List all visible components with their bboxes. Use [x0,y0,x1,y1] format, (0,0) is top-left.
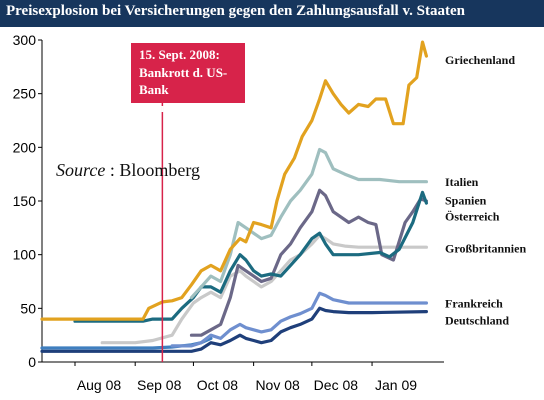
series-line [170,291,428,348]
lehman-annotation-box: 15. Sept. 2008: Bankrott d. US-Bank Lehm… [131,43,245,115]
x-tick-label: Dec 08 [314,377,359,393]
y-tick-label: 250 [13,86,37,102]
x-tick-label: Aug 08 [77,377,122,393]
series-end-label: Griechenland [445,53,515,67]
source-label: Source [56,160,106,180]
series-end-label: Spanien [445,193,487,207]
annotation-line-1: 15. Sept. 2008: [139,47,220,62]
series-end-label: Österreich [445,210,500,224]
series-end-label: Großbritannien [445,242,526,256]
x-tick-label: Nov 08 [255,377,300,393]
x-tick-label: Sep 08 [137,377,182,393]
y-tick-label: 300 [13,32,37,48]
series-line [189,147,428,300]
source-text: : Bloomberg [109,160,200,180]
series-line [40,306,428,353]
series-line [73,190,428,323]
chart-title: Preisexplosion bei Versicherungen gegen … [6,3,465,19]
source-note: Source : Bloomberg [56,160,200,181]
series-line [100,233,428,345]
annotation-line-3: Lehman Brothers [139,99,238,115]
x-tick-label: Oct 08 [197,377,238,393]
series-line [40,40,428,321]
title-bar: Preisexplosion bei Versicherungen gegen … [0,0,544,27]
series-end-label: Deutschland [445,314,509,328]
y-tick-label: 200 [13,139,37,155]
y-tick-label: 100 [13,247,37,263]
y-tick-label: 150 [13,193,37,209]
series-end-label: Italien [445,175,479,189]
annotation-line-2: Bankrott d. US-Bank [139,64,228,98]
x-tick-label: Jan 09 [375,377,417,393]
series-end-label: Frankreich [445,296,503,310]
y-tick-label: 0 [28,354,36,370]
y-tick-label: 50 [20,300,36,316]
